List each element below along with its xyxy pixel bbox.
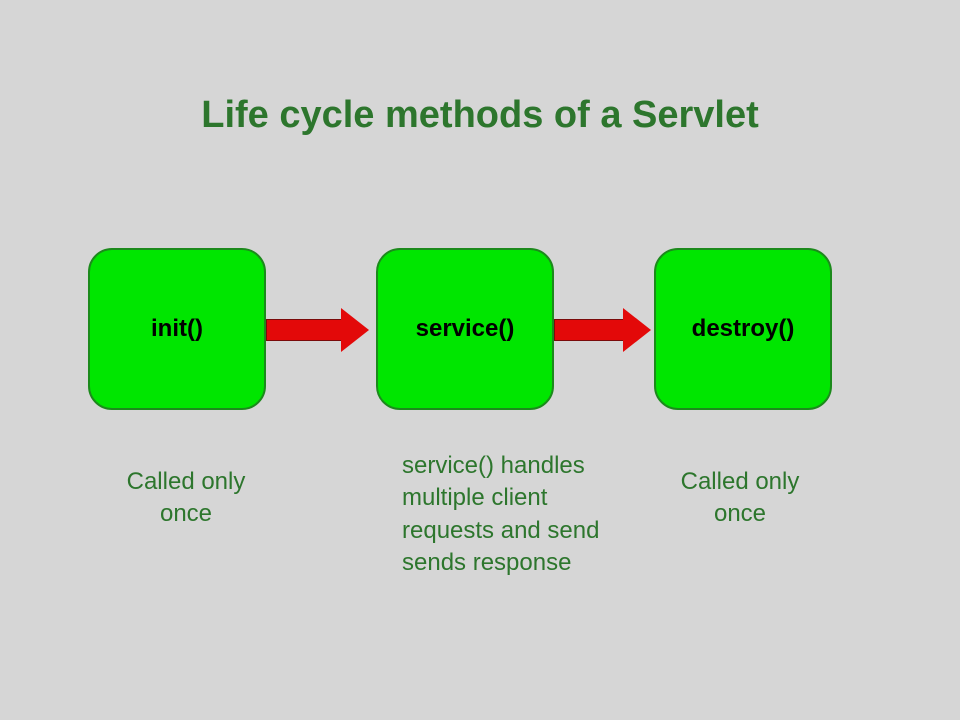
arrow-head-icon (623, 308, 651, 352)
arrow-service-to-destroy (554, 308, 651, 352)
caption-service: service() handles multiple client reques… (402, 450, 602, 580)
node-init: init() (88, 248, 266, 410)
caption-init: Called only once (106, 466, 266, 531)
node-service-label: service() (416, 315, 515, 343)
caption-destroy: Called only once (660, 466, 820, 531)
diagram-title: Life cycle methods of a Servlet (0, 92, 960, 140)
node-destroy: destroy() (654, 248, 832, 410)
arrow-init-to-service (266, 308, 369, 352)
arrow-shaft (554, 319, 624, 341)
arrow-shaft (266, 319, 342, 341)
arrow-head-icon (341, 308, 369, 352)
node-destroy-label: destroy() (692, 315, 795, 343)
node-init-label: init() (151, 315, 203, 343)
node-service: service() (376, 248, 554, 410)
